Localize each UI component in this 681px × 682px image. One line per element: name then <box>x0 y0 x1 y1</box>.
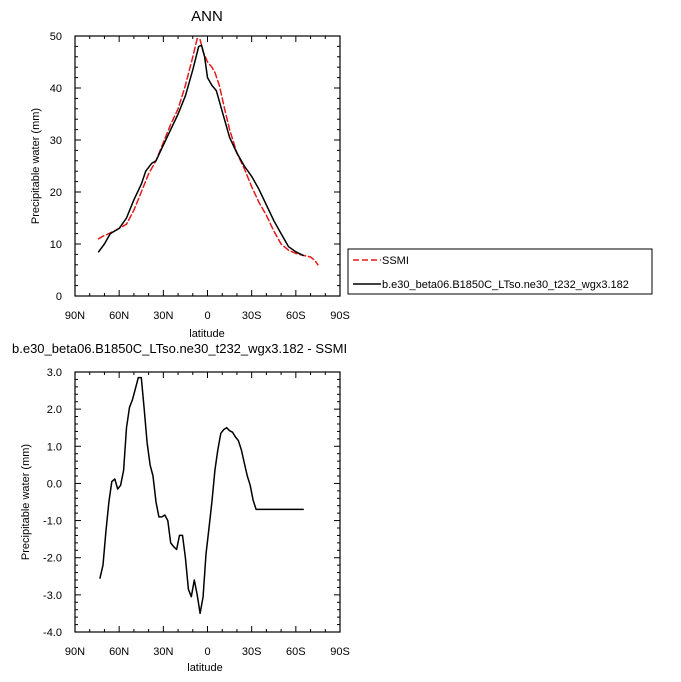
top-ytick-label: 30 <box>50 135 62 147</box>
bottom-ytick-label: -3.0 <box>43 590 62 602</box>
top-series-b-e30-beta06-b1850c-ltso-ne30-t232-wgx3-182-line <box>97 44 304 257</box>
bottom-xtick-label: 60S <box>286 646 306 658</box>
bottom-ytick-label: 2.0 <box>47 404 62 416</box>
bottom-ytick-label: 0.0 <box>47 478 62 490</box>
bottom-xtick-label: 30S <box>242 646 262 658</box>
bottom-panel: b.e30_beta06.B1850C_LTso.ne30_t232_wgx3.… <box>12 341 350 674</box>
top-ytick-label: 20 <box>50 187 62 199</box>
bottom-xtick-label: 90S <box>330 646 350 658</box>
top-panel-title: ANN <box>191 8 223 25</box>
top-panel: ANN Precipitable water (mm) latitude 90N… <box>30 8 350 340</box>
bottom-ytick-label: -1.0 <box>43 516 62 528</box>
bottom-ytick-label: -2.0 <box>43 553 62 565</box>
top-ytick-label: 10 <box>50 239 62 251</box>
bottom-xtick-label: 0 <box>204 646 210 658</box>
legend-box <box>347 248 653 295</box>
top-xtick-label: 60N <box>109 310 129 322</box>
bottom-ytick-label: -4.0 <box>43 627 62 639</box>
legend-label-model: b.e30_beta06.B1850C_LTso.ne30_t232_wgx3.… <box>382 279 629 291</box>
bottom-panel-xlabel: latitude <box>187 662 222 674</box>
top-ytick-label: 40 <box>50 83 62 95</box>
legend: SSMI b.e30_beta06.B1850C_LTso.ne30_t232_… <box>347 248 653 295</box>
top-xtick-label: 30N <box>153 310 173 322</box>
top-ytick-label: 50 <box>50 31 62 43</box>
legend-label-ssmi: SSMI <box>382 255 409 267</box>
top-panel-xlabel: latitude <box>189 328 224 340</box>
bottom-ytick-label: 3.0 <box>47 367 62 379</box>
bottom-ytick-label: 1.0 <box>47 441 62 453</box>
bottom-panel-ylabel: Precipitable water (mm) <box>20 444 32 560</box>
top-xtick-label: 90S <box>330 310 350 322</box>
top-series-ssmi-line <box>97 37 319 266</box>
top-ytick-label: 0 <box>56 291 62 303</box>
bottom-panel-frame <box>74 371 341 633</box>
top-panel-ylabel: Precipitable water (mm) <box>30 108 42 224</box>
bottom-xtick-label: 90N <box>65 646 85 658</box>
top-xtick-label: 30S <box>242 310 262 322</box>
bottom-panel-title: b.e30_beta06.B1850C_LTso.ne30_t232_wgx3.… <box>12 341 347 356</box>
top-xtick-label: 0 <box>204 310 210 322</box>
bottom-xtick-label: 60N <box>109 646 129 658</box>
bottom-xtick-label: 30N <box>153 646 173 658</box>
top-xtick-label: 90N <box>65 310 85 322</box>
top-xtick-label: 60S <box>286 310 306 322</box>
bottom-series-difference-line <box>99 376 304 615</box>
